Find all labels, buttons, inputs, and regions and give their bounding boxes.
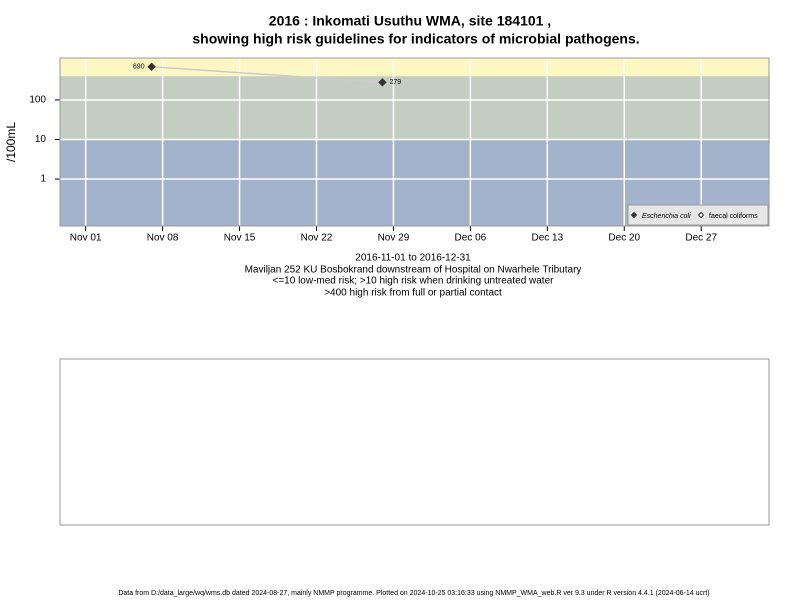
- chart-title: showing high risk guidelines for indicat…: [192, 31, 639, 47]
- x-tick-label: Dec 13: [531, 233, 563, 244]
- y-tick-label: 100: [29, 95, 46, 106]
- legend-label: faecal coliforms: [709, 213, 758, 220]
- series-line: [151, 66, 383, 84]
- x-tick-label: Dec 27: [685, 233, 717, 244]
- x-tick-label: Nov 29: [378, 233, 410, 244]
- data-point: [378, 78, 387, 87]
- y-tick-label: 1: [40, 174, 46, 185]
- x-tick-label: Nov 22: [301, 233, 333, 244]
- data-label: 690: [133, 64, 145, 71]
- subtitle: >400 high risk from full or partial cont…: [324, 288, 502, 299]
- x-tick-label: Dec 06: [455, 233, 487, 244]
- plot-border: [59, 57, 770, 227]
- x-tick-label: Nov 15: [224, 233, 256, 244]
- subtitle: 2016-11-01 to 2016-12-31: [355, 253, 471, 264]
- y-tick-label: 10: [35, 134, 47, 145]
- empty-panel: [59, 358, 770, 526]
- subtitle: <=10 low-med risk; >10 high risk when dr…: [273, 276, 555, 287]
- legend-marker: [697, 211, 705, 219]
- legend-marker: [630, 211, 638, 219]
- risk-band: [60, 58, 769, 77]
- y-axis-label: /100mL: [4, 122, 18, 162]
- footer: Data from D:/data_large/wq/wms.db dated …: [118, 590, 709, 597]
- risk-band: [60, 76, 769, 140]
- subtitle: Maviljan 252 KU Bosbokrand downstream of…: [245, 265, 582, 276]
- legend-label: Escherichia coli: [642, 213, 691, 220]
- x-tick-label: Dec 20: [608, 233, 640, 244]
- chart-title: 2016 : Inkomati Usuthu WMA, site 184101 …: [269, 13, 551, 29]
- data-label: 279: [389, 79, 401, 86]
- x-tick-label: Nov 08: [147, 233, 179, 244]
- data-point: [147, 62, 156, 71]
- x-tick-label: Nov 01: [70, 233, 102, 244]
